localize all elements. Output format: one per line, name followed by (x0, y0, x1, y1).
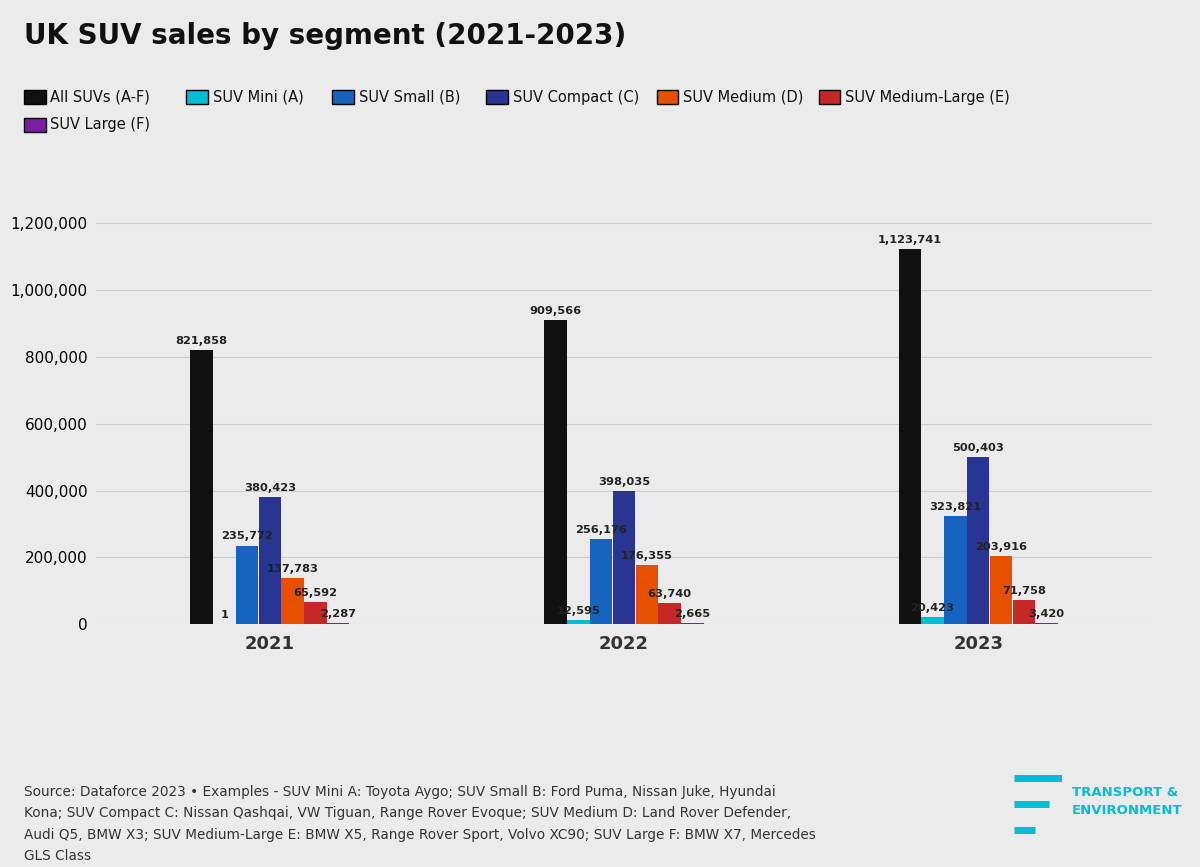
Bar (922, 617, 943, 624)
Text: 65,592: 65,592 (293, 589, 337, 598)
Bar (190, 349, 212, 624)
Text: 3,420: 3,420 (1028, 610, 1064, 619)
Text: 2,665: 2,665 (674, 610, 710, 619)
Bar (235, 545, 258, 624)
Text: Source: Dataforce 2023 • Examples - SUV Mini A: Toyota Aygo; SUV Small B: Ford P: Source: Dataforce 2023 • Examples - SUV … (24, 786, 816, 863)
Text: TRANSPORT &
ENVIRONMENT: TRANSPORT & ENVIRONMENT (1072, 786, 1182, 818)
Text: 137,783: 137,783 (266, 564, 318, 574)
Text: 1,123,741: 1,123,741 (877, 235, 942, 245)
Text: SUV Small (B): SUV Small (B) (359, 89, 460, 105)
Bar (944, 516, 967, 624)
Bar (990, 556, 1013, 624)
Bar (682, 623, 703, 624)
Bar (636, 565, 658, 624)
Bar (659, 603, 680, 624)
Bar (1013, 600, 1036, 624)
Text: SUV Compact (C): SUV Compact (C) (512, 89, 638, 105)
Text: 63,740: 63,740 (648, 589, 691, 599)
Text: 176,355: 176,355 (620, 551, 673, 561)
Text: 398,035: 398,035 (598, 478, 650, 487)
Bar (613, 492, 635, 624)
Text: 323,821: 323,821 (930, 502, 982, 512)
Text: 12,595: 12,595 (557, 606, 600, 616)
Text: 235,772: 235,772 (221, 531, 272, 542)
Bar (967, 457, 990, 624)
Text: 380,423: 380,423 (244, 483, 296, 493)
Text: 2,287: 2,287 (320, 610, 356, 619)
Text: SUV Mini (A): SUV Mini (A) (212, 89, 304, 105)
Text: SUV Medium-Large (E): SUV Medium-Large (E) (845, 89, 1010, 105)
Bar (1036, 623, 1058, 624)
Text: SUV Large (F): SUV Large (F) (50, 117, 150, 133)
Bar (590, 538, 612, 624)
Bar (305, 603, 326, 624)
Bar (899, 249, 920, 624)
Text: 500,403: 500,403 (953, 443, 1004, 453)
Bar (545, 321, 566, 624)
Text: 203,916: 203,916 (976, 542, 1027, 552)
Text: 71,758: 71,758 (1002, 586, 1045, 596)
Bar (281, 578, 304, 624)
Text: 1: 1 (221, 610, 228, 620)
Text: 20,423: 20,423 (911, 603, 955, 614)
Text: 821,858: 821,858 (175, 336, 227, 346)
Text: 909,566: 909,566 (529, 306, 582, 316)
Text: SUV Medium (D): SUV Medium (D) (683, 89, 804, 105)
Bar (258, 497, 281, 624)
Text: UK SUV sales by segment (2021-2023): UK SUV sales by segment (2021-2023) (24, 22, 626, 49)
Text: 256,176: 256,176 (575, 525, 628, 535)
Text: All SUVs (A-F): All SUVs (A-F) (50, 89, 150, 105)
Bar (568, 620, 589, 624)
